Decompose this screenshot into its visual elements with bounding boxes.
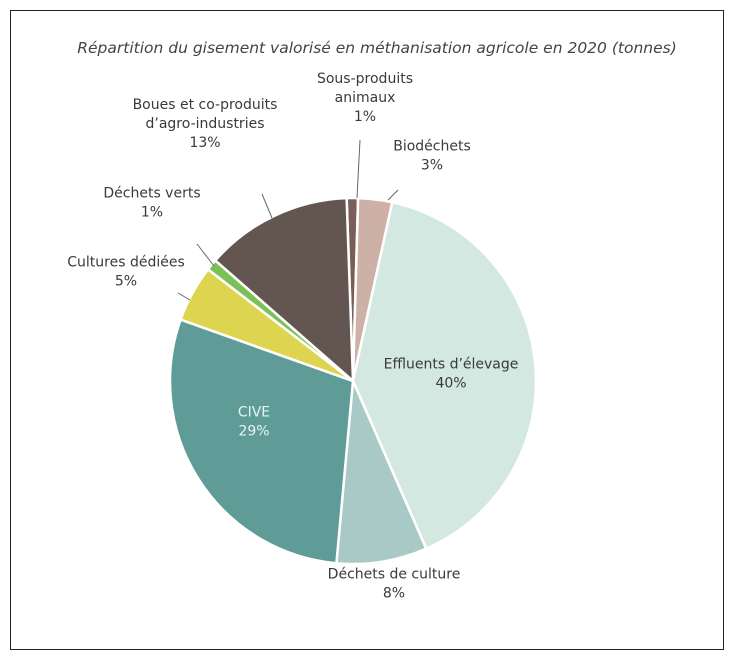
slice-label-7: Boues et co-produits d’agro-industries 13%: [133, 97, 278, 151]
pie-slices: [168, 196, 538, 566]
slice-label-0: Sous-produits animaux 1%: [317, 71, 413, 125]
leader-line-7: [261, 193, 273, 219]
pie-slice-2: [351, 200, 538, 551]
leader-line-5: [177, 292, 191, 301]
chart-title: Répartition du gisement valorisé en méth…: [77, 39, 677, 57]
leader-line-1: [387, 189, 399, 201]
leader-lines: [177, 139, 399, 301]
slice-label-5: Cultures dédiées 5%: [67, 255, 185, 290]
pie-slice-4: [168, 318, 355, 565]
leader-line-0: [356, 139, 361, 199]
slice-label-6: Déchets verts 1%: [103, 186, 200, 221]
slice-label-4: CIVE 29%: [238, 405, 270, 440]
slice-label-2: Effluents d’élevage 40%: [384, 357, 519, 392]
pie-chart: Répartition du gisement valorisé en méth…: [67, 39, 677, 602]
leader-line-6: [196, 243, 215, 267]
pie-slice-3: [335, 380, 428, 566]
slice-label-3: Déchets de culture 8%: [328, 567, 461, 602]
slice-labels: Sous-produits animaux 1% Biodéchets 3% Efflue…: [67, 71, 518, 602]
pie-slice-7: [213, 196, 355, 384]
slice-label-1: Biodéchets 3%: [393, 139, 471, 174]
